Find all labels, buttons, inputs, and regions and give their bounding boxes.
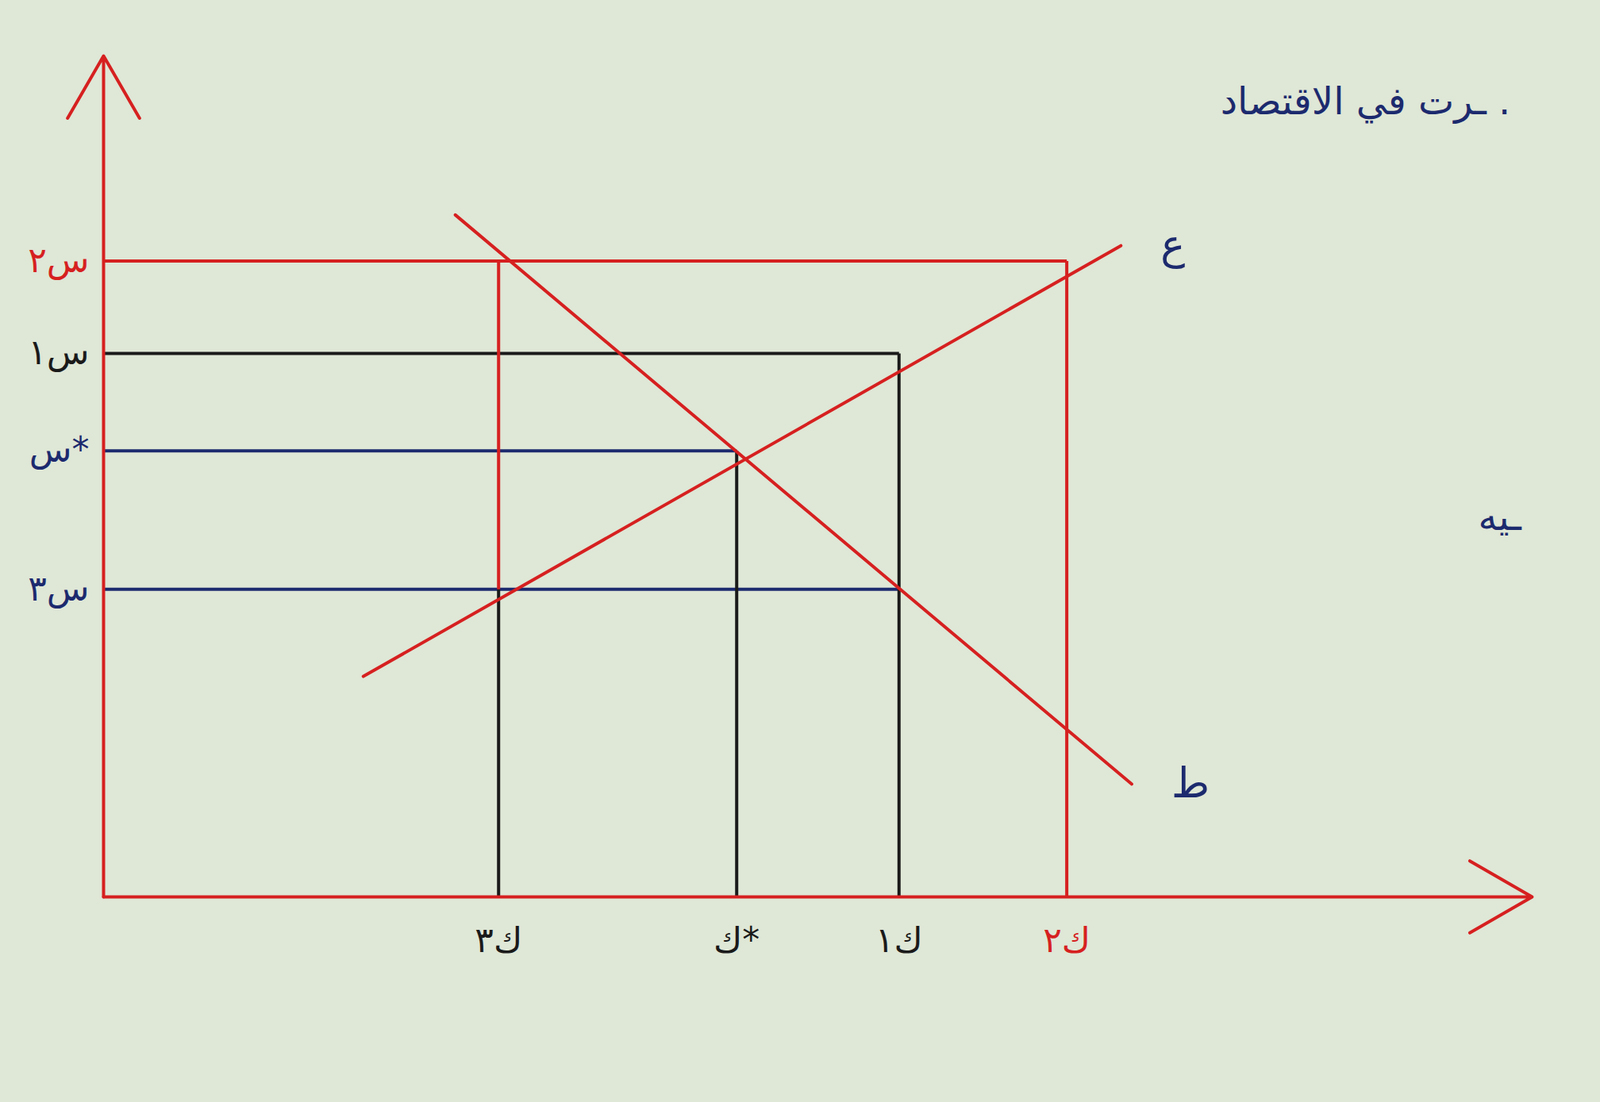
svg-text:ك*: ك* <box>713 919 760 961</box>
svg-text:ط: ط <box>1171 759 1210 808</box>
svg-text:ـيه: ـيه <box>1478 494 1523 539</box>
svg-text:س٣: س٣ <box>27 568 89 610</box>
svg-text:ك٣: ك٣ <box>474 919 523 961</box>
svg-text:ك٢: ك٢ <box>1042 919 1091 961</box>
svg-text:ك١: ك١ <box>875 919 924 961</box>
svg-text:ع: ع <box>1160 220 1185 270</box>
svg-text:س*: س* <box>29 429 90 471</box>
svg-text:س١: س١ <box>27 331 89 374</box>
svg-text:ـرت في الاقتصاد .: ـرت في الاقتصاد . <box>1220 78 1511 124</box>
svg-text:س٢: س٢ <box>27 239 89 281</box>
